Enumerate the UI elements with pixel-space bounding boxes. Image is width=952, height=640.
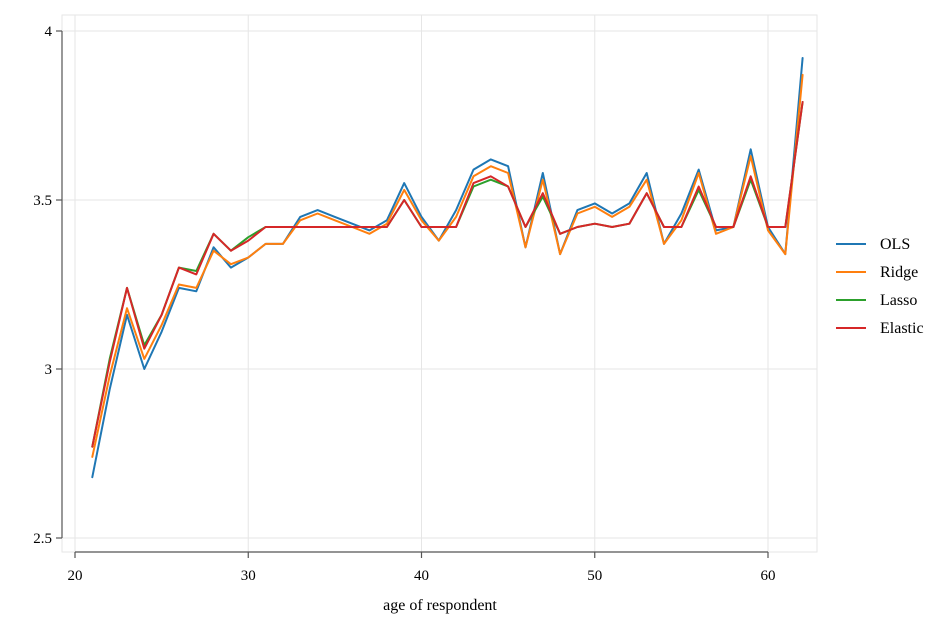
plot-frame <box>61 14 818 553</box>
series-line-elastic <box>91 101 804 448</box>
x-tick-label: 60 <box>761 568 776 584</box>
y-tick-label: 3.5 <box>33 193 52 209</box>
x-axis-label: age of respondent <box>383 597 497 614</box>
x-tick-label: 30 <box>241 568 256 584</box>
legend: OLS Ridge Lasso Elastic <box>836 236 924 337</box>
series-line-ridge <box>91 73 804 458</box>
series-lines <box>91 57 804 479</box>
axes <box>56 30 769 558</box>
y-tick-label: 3 <box>45 362 53 378</box>
y-tick-label: 2.5 <box>33 531 52 547</box>
tick-labels: 2.5 3 3.5 4 20 30 40 50 60 <box>33 24 775 584</box>
x-tick-label: 50 <box>587 568 602 584</box>
y-tick-label: 4 <box>45 24 53 40</box>
legend-label-ols: OLS <box>880 236 910 253</box>
x-tick-label: 20 <box>68 568 83 584</box>
series-line-lasso <box>91 101 804 448</box>
legend-label-ridge: Ridge <box>880 264 918 281</box>
legend-label-lasso: Lasso <box>880 292 917 309</box>
gridlines <box>61 14 818 553</box>
legend-label-elastic: Elastic <box>880 320 924 337</box>
x-tick-label: 40 <box>414 568 429 584</box>
